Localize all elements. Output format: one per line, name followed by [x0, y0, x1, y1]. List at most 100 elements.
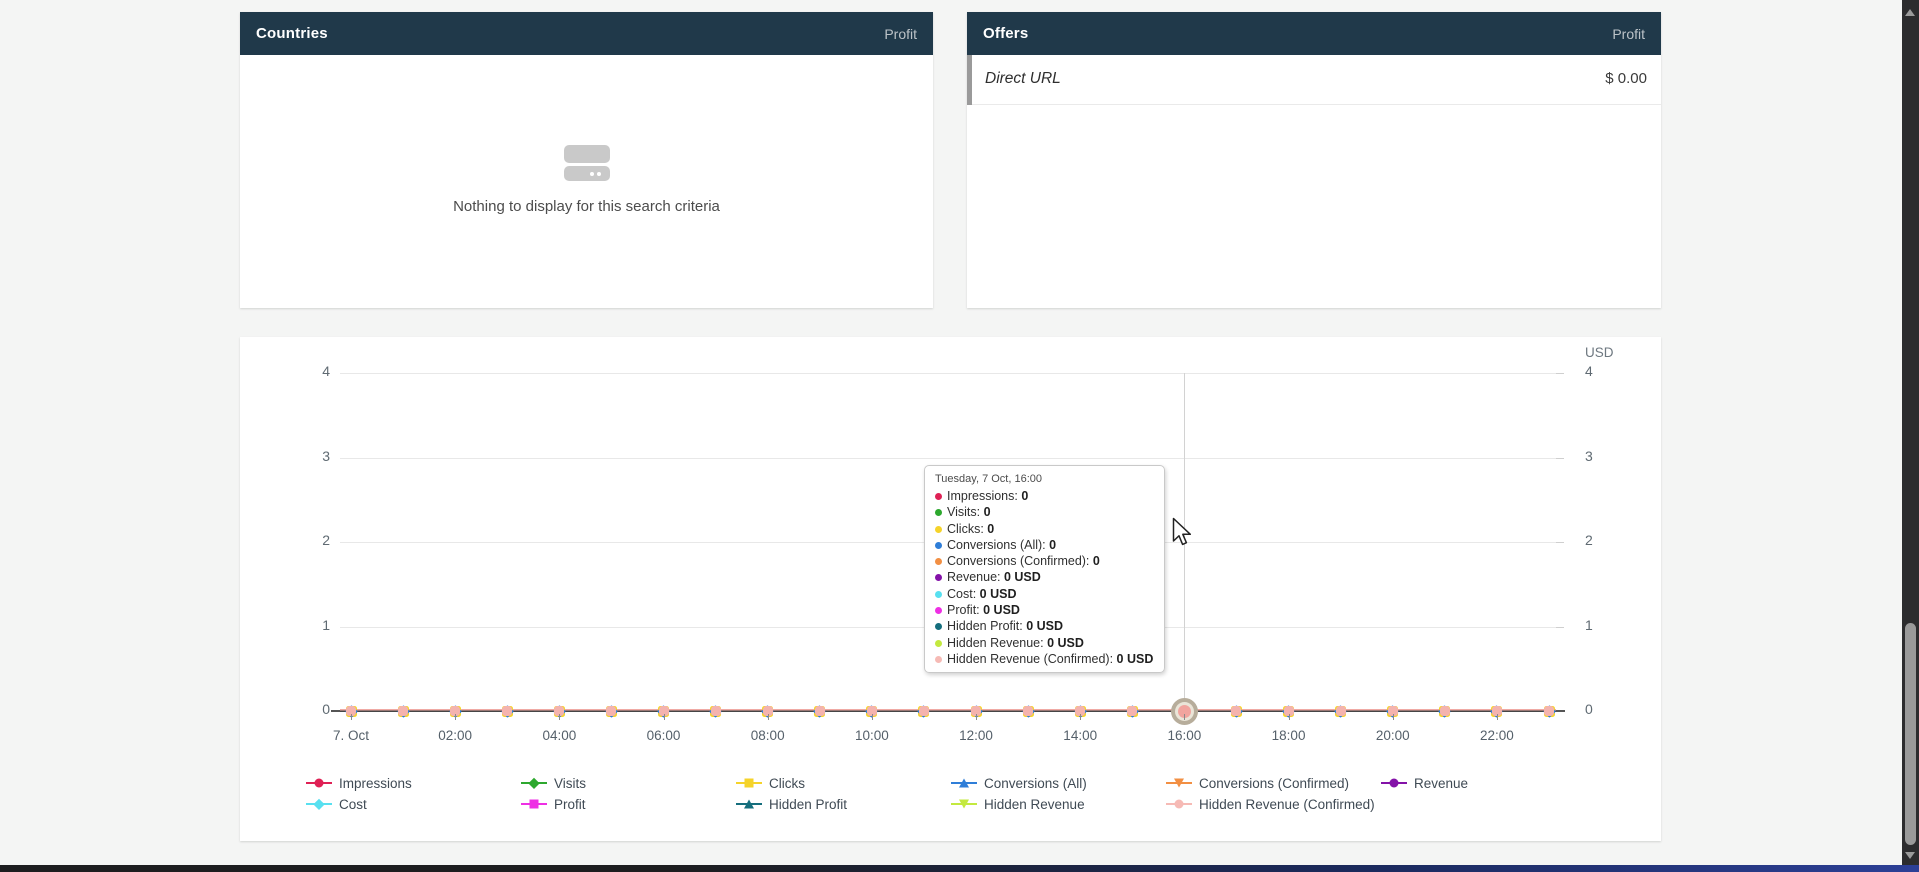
vertical-scrollbar[interactable] [1902, 0, 1919, 872]
circle-icon [314, 778, 324, 788]
data-point-marker[interactable] [1021, 704, 1035, 718]
legend-marker [521, 799, 547, 809]
data-point-marker[interactable] [552, 704, 566, 718]
tooltip-row: Hidden Revenue (Confirmed): 0 USD [935, 651, 1154, 667]
gridline [340, 457, 1564, 459]
data-point-marker[interactable] [396, 704, 410, 718]
marker-layer-hidden-revenue [866, 706, 877, 716]
legend-item-conversions-all[interactable]: Conversions (All) [951, 774, 1087, 792]
x-axis-tick [1080, 714, 1082, 720]
legend-marker [1166, 799, 1192, 809]
axis-tick [1556, 626, 1564, 628]
scrollbar-down-arrow-icon[interactable] [1905, 852, 1915, 859]
legend-marker [951, 799, 977, 809]
data-point-marker[interactable] [1334, 704, 1348, 718]
y-axis-label-right: 0 [1585, 701, 1593, 717]
axis-tick [1556, 457, 1564, 459]
diamond-icon [528, 777, 540, 789]
x-axis-line [340, 709, 1556, 712]
legend-item-impressions[interactable]: Impressions [306, 774, 412, 792]
marker-layer-hidden-revenue [554, 706, 565, 716]
data-point-marker[interactable] [344, 704, 358, 718]
x-axis-tick [351, 714, 352, 720]
tooltip-row: Visits: 0 [935, 504, 1154, 520]
data-point-marker[interactable] [1542, 704, 1556, 718]
legend-marker [736, 778, 762, 788]
offer-row-accent-bar [967, 55, 972, 105]
x-axis-tick [559, 714, 561, 720]
marker-layer-hidden-revenue [1491, 706, 1502, 716]
scrollbar-thumb[interactable] [1905, 623, 1916, 845]
offers-panel: Offers Profit Direct URL $ 0.00 [967, 12, 1661, 308]
y-axis-label-left: 0 [322, 701, 330, 717]
x-axis-label: 22:00 [1480, 728, 1514, 743]
marker-layer-hidden-revenue [1439, 706, 1450, 716]
legend-label: Hidden Revenue [984, 796, 1085, 812]
data-point-marker[interactable] [709, 704, 722, 718]
legend-item-clicks[interactable]: Clicks [736, 774, 805, 792]
y-axis-label-right: 1 [1585, 616, 1593, 633]
data-point-marker[interactable] [1490, 704, 1504, 718]
legend-label: Conversions (Confirmed) [1199, 775, 1350, 791]
series-color-dot [935, 655, 942, 663]
tooltip-rows: Impressions: 0 Visits: 0 Clicks: 0 Conversi… [935, 488, 1154, 667]
legend-item-hidden-revenue[interactable]: Hidden Revenue [951, 795, 1085, 813]
data-point-marker[interactable] [448, 704, 462, 718]
offer-row-direct-url[interactable]: Direct URL $ 0.00 [967, 55, 1661, 105]
legend-item-profit[interactable]: Profit [521, 795, 586, 813]
legend-item-hidden-profit[interactable]: Hidden Profit [736, 795, 847, 813]
series-color-dot [935, 623, 942, 631]
data-point-marker[interactable] [1282, 704, 1295, 718]
data-point-marker[interactable] [605, 704, 618, 718]
x-axis-tick [663, 714, 665, 720]
data-point-marker[interactable] [1438, 704, 1452, 718]
legend-item-cost[interactable]: Cost [306, 795, 367, 813]
x-axis-tick [1184, 714, 1186, 720]
axis-tick [1556, 542, 1564, 543]
legend-item-conversions-confirmed[interactable]: Conversions (Confirmed) [1166, 774, 1349, 792]
x-axis-label: 06:00 [646, 728, 681, 743]
hover-center [1177, 704, 1191, 718]
tooltip-row: Clicks: 0 [935, 521, 1154, 537]
x-axis-tick [455, 714, 457, 720]
marker-layer-hidden-revenue [1387, 706, 1398, 716]
legend-label: Impressions [339, 775, 412, 791]
legend-label: Hidden Revenue (Confirmed) [1199, 796, 1375, 812]
legend-item-revenue[interactable]: Revenue [1381, 774, 1468, 792]
x-axis-tick [871, 714, 873, 720]
data-point-marker[interactable] [500, 704, 514, 718]
legend-marker [521, 777, 547, 789]
series-color-dot [935, 607, 942, 615]
data-point-marker[interactable] [1386, 704, 1400, 718]
data-point-marker[interactable] [657, 704, 670, 718]
legend-item-hidden-revenue-confirmed[interactable]: Hidden Revenue (Confirmed) [1166, 795, 1375, 813]
tooltip-title: Tuesday, 7 Oct, 16:00 [935, 473, 1043, 485]
data-point-marker[interactable] [1125, 704, 1139, 718]
y-axis-label-left: 3 [322, 447, 330, 464]
offers-profit-column-header: Profit [1612, 25, 1645, 42]
data-point-marker[interactable] [1230, 704, 1243, 718]
x-axis-label: 08:00 [750, 728, 785, 743]
data-point-marker[interactable] [917, 704, 931, 718]
marker-layer-hidden-revenue [1544, 706, 1554, 716]
tooltip-row: Conversions (All): 0 [935, 537, 1154, 553]
legend-item-visits[interactable]: Visits [521, 774, 586, 792]
x-axis-tick [1496, 714, 1498, 720]
tooltip-row: Impressions: 0 [935, 488, 1154, 504]
offers-panel-header: Offers Profit [967, 12, 1661, 55]
data-point-marker[interactable] [865, 704, 879, 718]
data-point-marker[interactable] [969, 704, 983, 718]
currency-axis-label: USD [1585, 345, 1614, 360]
legend-marker [1381, 778, 1407, 788]
legend-label: Cost [339, 796, 367, 812]
scrollbar-up-arrow-icon[interactable] [1905, 9, 1915, 16]
data-point-marker[interactable] [761, 704, 775, 718]
x-axis-label: 02:00 [438, 728, 473, 743]
square-icon [744, 778, 754, 788]
hovered-data-point-marker[interactable] [1170, 697, 1198, 725]
chart-panel: 4 4 3 3 2 2 1 1 0 0 7. Oct 02:00 04:00 06:00 08:00 10:0… [240, 337, 1661, 841]
data-point-marker[interactable] [1073, 704, 1087, 718]
y-axis-label-left: 2 [322, 532, 330, 548]
marker-layer-hidden-revenue [1023, 706, 1034, 716]
data-point-marker[interactable] [813, 704, 827, 718]
